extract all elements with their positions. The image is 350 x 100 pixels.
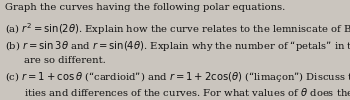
Text: ities and differences of the curves. For what values of $\theta$ does the limaço: ities and differences of the curves. For… <box>24 86 350 100</box>
Text: Graph the curves having the following polar equations.: Graph the curves having the following po… <box>5 3 285 12</box>
Text: (c) $r = 1 + \cos\theta$ (“cardioid”) and $r = 1 + 2\cos(\theta)$ (“limaçon”) Di: (c) $r = 1 + \cos\theta$ (“cardioid”) an… <box>5 70 350 84</box>
Text: are so different.: are so different. <box>24 56 106 65</box>
Text: (b) $r = \sin 3\theta$ and $r = \sin(4\theta)$. Explain why the number of “petal: (b) $r = \sin 3\theta$ and $r = \sin(4\t… <box>5 39 350 53</box>
Text: (a) $r^2 = \sin(2\theta)$. Explain how the curve relates to the lemniscate of Be: (a) $r^2 = \sin(2\theta)$. Explain how t… <box>5 21 350 37</box>
